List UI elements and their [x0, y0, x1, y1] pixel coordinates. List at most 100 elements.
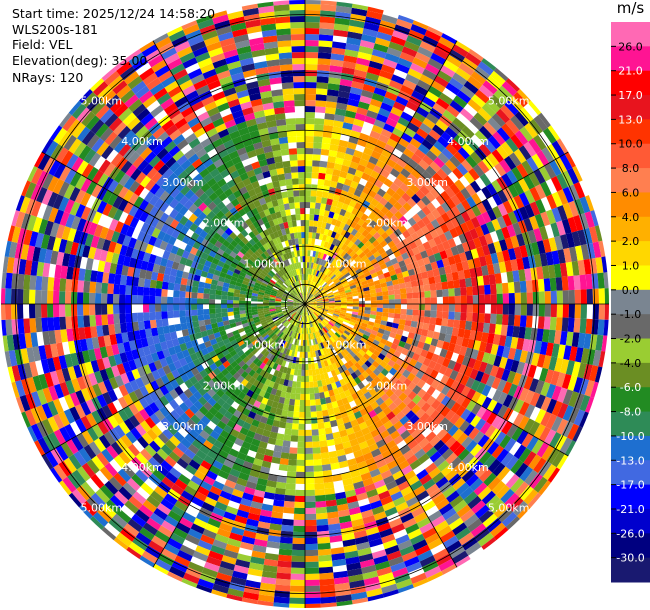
velocity-gate	[445, 512, 461, 526]
velocity-gate	[242, 280, 249, 286]
velocity-gate	[261, 570, 277, 579]
velocity-gate	[276, 294, 283, 298]
velocity-gate	[283, 311, 289, 315]
velocity-gate	[308, 315, 311, 322]
velocity-gate	[26, 377, 37, 393]
velocity-gate	[118, 486, 133, 501]
velocity-gate	[478, 509, 494, 524]
velocity-gate	[338, 265, 346, 272]
velocity-gate	[419, 363, 428, 373]
velocity-gate	[401, 132, 413, 143]
velocity-gate	[80, 401, 92, 416]
velocity-gate	[313, 291, 319, 296]
velocity-gate	[249, 265, 257, 272]
velocity-gate	[154, 485, 168, 499]
velocity-gate	[252, 314, 259, 318]
velocity-gate	[457, 147, 470, 160]
velocity-gate	[467, 98, 482, 113]
velocity-gate	[481, 352, 491, 364]
velocity-gate	[280, 390, 287, 398]
velocity-gate	[60, 329, 68, 343]
velocity-gate	[271, 314, 278, 319]
velocity-gate	[217, 495, 230, 506]
velocity-gate	[41, 418, 54, 435]
velocity-gate	[453, 444, 466, 457]
velocity-gate	[347, 279, 355, 285]
velocity-gate	[215, 289, 222, 296]
velocity-gate	[277, 352, 283, 359]
velocity-gate	[176, 232, 186, 242]
velocity-gate	[441, 33, 457, 45]
velocity-gate	[453, 95, 468, 109]
velocity-gate	[453, 499, 468, 513]
velocity-gate	[403, 556, 420, 568]
velocity-gate	[197, 578, 215, 590]
velocity-gate	[544, 291, 552, 304]
velocity-gate	[322, 185, 330, 193]
velocity-gate	[305, 112, 315, 119]
velocity-gate	[311, 302, 317, 304]
velocity-gate	[245, 579, 261, 589]
velocity-gate	[542, 238, 552, 253]
velocity-gate	[432, 102, 447, 115]
velocity-gate	[234, 396, 243, 405]
velocity-gate	[337, 234, 344, 242]
velocity-gate	[409, 183, 420, 194]
velocity-gate	[317, 324, 322, 330]
velocity-gate	[135, 377, 145, 389]
velocity-gate	[392, 127, 404, 138]
velocity-gate	[264, 326, 271, 333]
velocity-gate	[206, 272, 214, 280]
velocity-gate	[251, 295, 258, 299]
velocity-gate	[346, 37, 362, 46]
velocity-gate	[280, 452, 290, 460]
velocity-gate	[287, 299, 294, 302]
velocity-gate	[214, 533, 229, 544]
velocity-gate	[251, 339, 259, 346]
velocity-gate	[168, 235, 177, 246]
velocity-gate	[351, 475, 363, 484]
velocity-gate	[340, 299, 347, 303]
velocity-gate	[180, 490, 194, 502]
velocity-gate	[225, 505, 239, 516]
velocity-gate	[195, 449, 207, 460]
velocity-gate	[282, 294, 289, 298]
velocity-gate	[148, 253, 157, 264]
velocity-gate	[296, 453, 305, 461]
velocity-gate	[376, 388, 386, 398]
velocity-gate	[287, 323, 292, 330]
velocity-gate	[274, 376, 281, 384]
velocity-gate	[203, 314, 211, 320]
velocity-gate	[291, 549, 305, 557]
velocity-gate	[513, 208, 524, 223]
velocity-gate	[297, 327, 300, 334]
velocity-gate	[229, 392, 238, 402]
velocity-gate	[58, 131, 72, 148]
velocity-gate	[159, 212, 170, 223]
velocity-gate	[307, 315, 310, 322]
velocity-gate	[384, 143, 395, 154]
velocity-gate	[316, 337, 321, 344]
velocity-gate	[424, 29, 442, 42]
velocity-gate	[405, 287, 413, 294]
velocity-gate	[198, 396, 208, 406]
velocity-gate	[274, 282, 281, 288]
velocity-gate	[372, 326, 380, 332]
velocity-gate	[318, 34, 334, 42]
velocity-gate	[109, 334, 118, 346]
velocity-gate	[430, 304, 437, 311]
velocity-gate	[500, 104, 515, 120]
velocity-gate	[381, 223, 390, 232]
velocity-gate	[4, 288, 12, 304]
velocity-gate	[96, 325, 104, 337]
velocity-gate	[73, 229, 83, 244]
velocity-gate	[400, 512, 414, 524]
velocity-gate	[151, 369, 161, 381]
velocity-gate	[73, 451, 87, 467]
velocity-gate	[366, 110, 379, 120]
velocity-gate	[296, 465, 305, 473]
velocity-gate	[438, 179, 450, 191]
velocity-gate	[262, 323, 269, 328]
velocity-gate	[402, 270, 410, 278]
velocity-gate	[35, 232, 45, 248]
